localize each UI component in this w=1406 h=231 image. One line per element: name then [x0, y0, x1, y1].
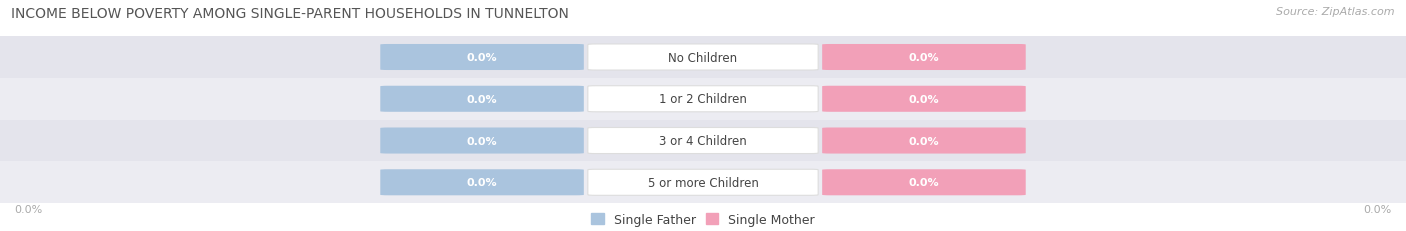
Text: 0.0%: 0.0%: [467, 177, 498, 188]
FancyBboxPatch shape: [823, 45, 1026, 71]
FancyBboxPatch shape: [588, 128, 818, 154]
Text: INCOME BELOW POVERTY AMONG SINGLE-PARENT HOUSEHOLDS IN TUNNELTON: INCOME BELOW POVERTY AMONG SINGLE-PARENT…: [11, 7, 569, 21]
Text: 0.0%: 0.0%: [1364, 204, 1392, 214]
FancyBboxPatch shape: [823, 128, 1026, 154]
Text: 0.0%: 0.0%: [467, 53, 498, 63]
Legend: Single Father, Single Mother: Single Father, Single Mother: [586, 208, 820, 231]
FancyBboxPatch shape: [588, 45, 818, 71]
Text: 3 or 4 Children: 3 or 4 Children: [659, 134, 747, 147]
Bar: [0, 37, 1406, 79]
FancyBboxPatch shape: [588, 86, 818, 112]
FancyBboxPatch shape: [823, 170, 1026, 195]
Text: 0.0%: 0.0%: [908, 94, 939, 104]
Text: 0.0%: 0.0%: [908, 177, 939, 188]
Text: 5 or more Children: 5 or more Children: [648, 176, 758, 189]
Bar: [0, 79, 1406, 120]
FancyBboxPatch shape: [380, 86, 583, 112]
FancyBboxPatch shape: [588, 170, 818, 195]
Bar: [0, 162, 1406, 203]
Text: Source: ZipAtlas.com: Source: ZipAtlas.com: [1277, 7, 1395, 17]
Text: 0.0%: 0.0%: [14, 204, 42, 214]
FancyBboxPatch shape: [380, 170, 583, 195]
Text: 0.0%: 0.0%: [467, 94, 498, 104]
Text: 0.0%: 0.0%: [467, 136, 498, 146]
FancyBboxPatch shape: [380, 45, 583, 71]
Text: 1 or 2 Children: 1 or 2 Children: [659, 93, 747, 106]
Bar: [0, 120, 1406, 162]
Text: 0.0%: 0.0%: [908, 53, 939, 63]
Text: 0.0%: 0.0%: [908, 136, 939, 146]
FancyBboxPatch shape: [823, 86, 1026, 112]
FancyBboxPatch shape: [380, 128, 583, 154]
Text: No Children: No Children: [668, 51, 738, 64]
